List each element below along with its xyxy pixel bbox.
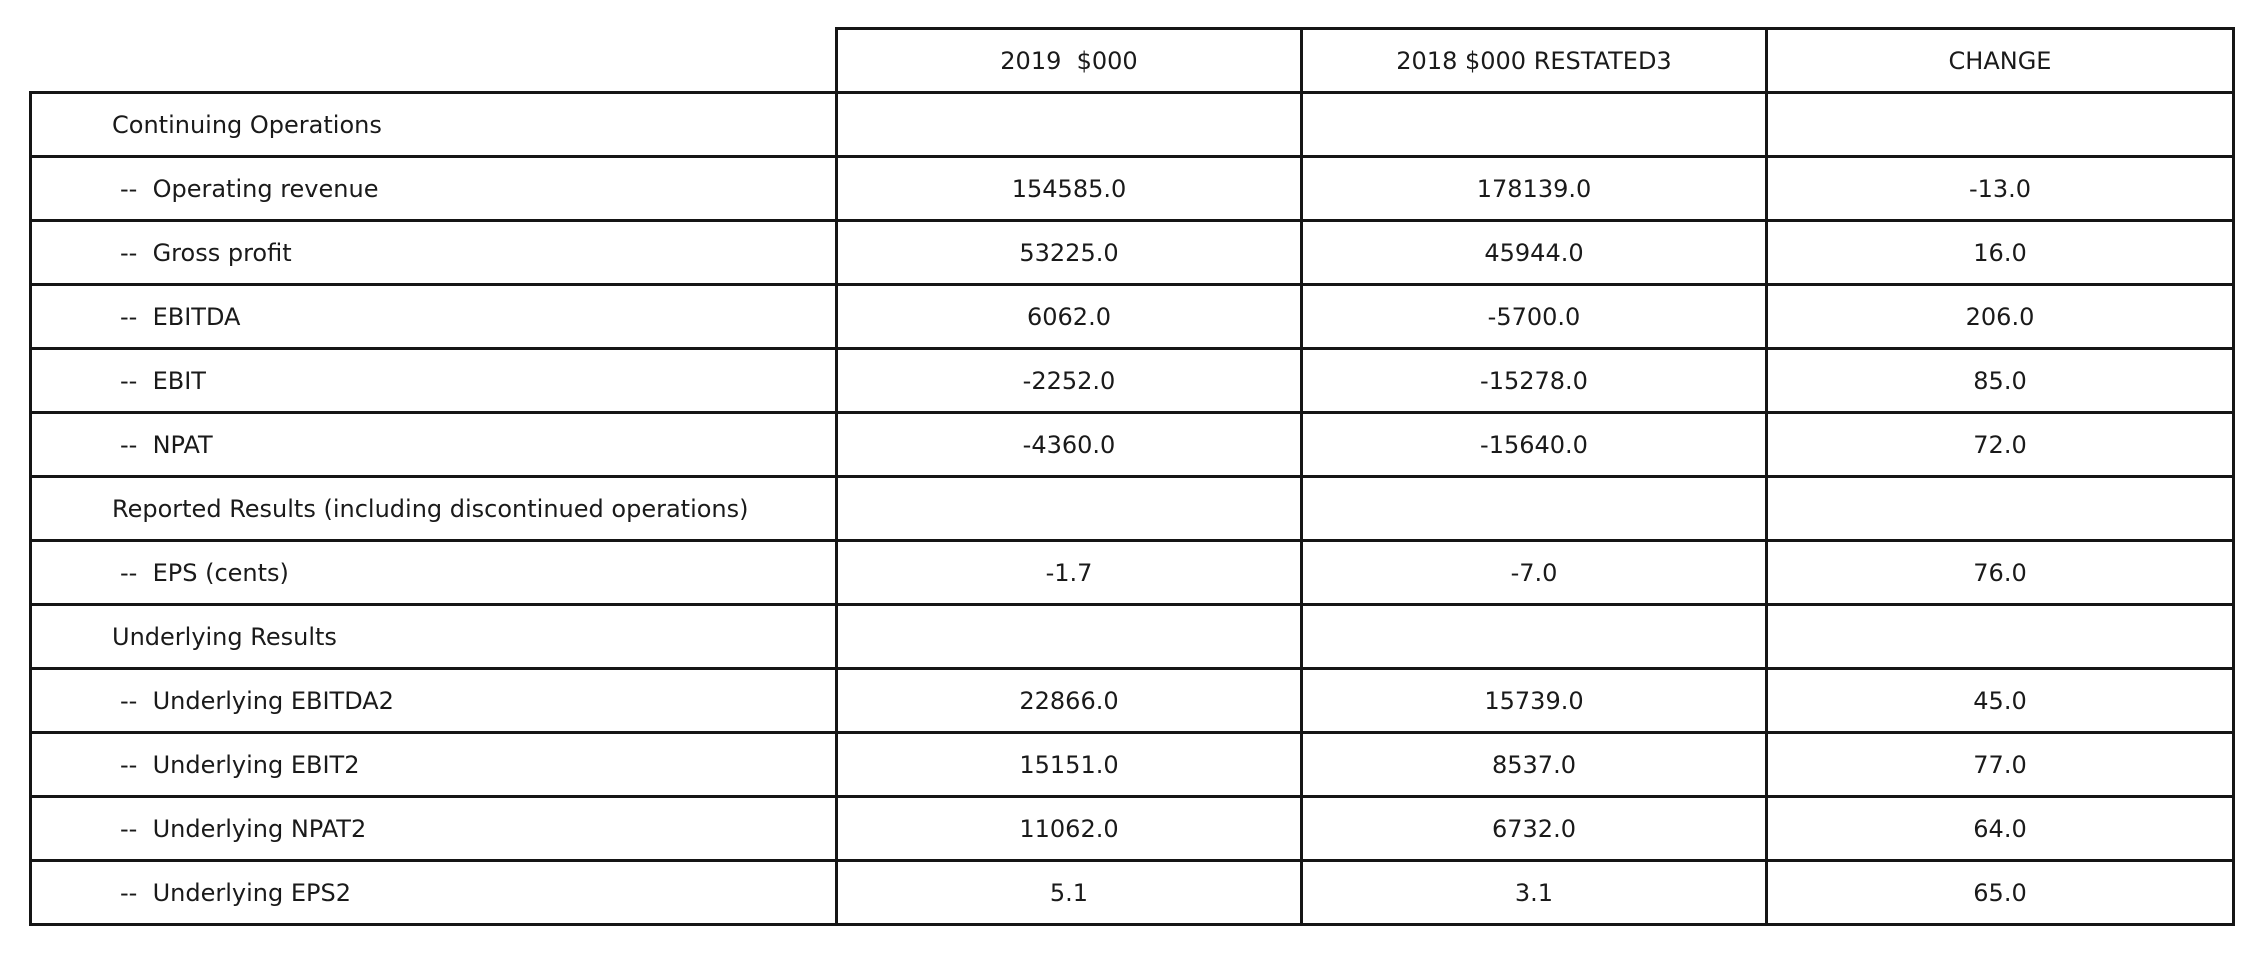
value-2019-cell: 53225.0 (835, 219, 1303, 286)
financial-results-table: 2019 $000 2018 $000 RESTATED3 CHANGE Con… (29, 27, 2235, 926)
value-2018-cell: 178139.0 (1300, 155, 1768, 222)
row-label: -- EBITDA (29, 283, 838, 350)
section-row: Underlying Results (29, 603, 2235, 670)
table-body: Continuing Operations -- Operating revenu… (29, 91, 2235, 926)
value-2019-cell (835, 603, 1303, 670)
value-change-cell (1765, 603, 2235, 670)
value-2019-cell: -2252.0 (835, 347, 1303, 414)
value-2018-cell (1300, 91, 1768, 158)
row-label: -- Underlying EPS2 (29, 859, 838, 926)
column-header-2019: 2019 $000 (835, 27, 1303, 94)
row-label: -- EPS (cents) (29, 539, 838, 606)
value-2018-cell: 8537.0 (1300, 731, 1768, 798)
row-label: -- Gross profit (29, 219, 838, 286)
value-2018-cell (1300, 475, 1768, 542)
value-change-cell: 65.0 (1765, 859, 2235, 926)
table-row: -- Underlying EPS2 5.1 3.1 65.0 (29, 859, 2235, 926)
value-change-cell: 206.0 (1765, 283, 2235, 350)
row-label: -- Underlying NPAT2 (29, 795, 838, 862)
value-2019-cell (835, 91, 1303, 158)
value-2018-cell: 15739.0 (1300, 667, 1768, 734)
value-2019-cell: 154585.0 (835, 155, 1303, 222)
value-change-cell: 64.0 (1765, 795, 2235, 862)
table-row: -- Underlying EBIT2 15151.0 8537.0 77.0 (29, 731, 2235, 798)
table-row: -- EBIT -2252.0 -15278.0 85.0 (29, 347, 2235, 414)
value-change-cell: -13.0 (1765, 155, 2235, 222)
table-row: -- NPAT -4360.0 -15640.0 72.0 (29, 411, 2235, 478)
header-row: 2019 $000 2018 $000 RESTATED3 CHANGE (30, 27, 2235, 94)
value-change-cell: 85.0 (1765, 347, 2235, 414)
section-row: Reported Results (including discontinued… (29, 475, 2235, 542)
value-2018-cell: 45944.0 (1300, 219, 1768, 286)
value-change-cell: 72.0 (1765, 411, 2235, 478)
table-row: -- Operating revenue 154585.0 178139.0 -13.… (29, 155, 2235, 222)
value-change-cell (1765, 475, 2235, 542)
value-2018-cell: -15278.0 (1300, 347, 1768, 414)
header-blank-cell (30, 28, 838, 94)
value-change-cell: 77.0 (1765, 731, 2235, 798)
value-2019-cell: 5.1 (835, 859, 1303, 926)
value-2018-cell: 3.1 (1300, 859, 1768, 926)
value-2018-cell: -15640.0 (1300, 411, 1768, 478)
column-header-change: CHANGE (1765, 27, 2235, 94)
value-2019-cell: 6062.0 (835, 283, 1303, 350)
value-2018-cell (1300, 603, 1768, 670)
table-row: -- Gross profit 53225.0 45944.0 16.0 (29, 219, 2235, 286)
value-2018-cell: -7.0 (1300, 539, 1768, 606)
row-label: -- NPAT (29, 411, 838, 478)
section-row: Continuing Operations (29, 91, 2235, 158)
value-change-cell: 76.0 (1765, 539, 2235, 606)
table-row: -- EBITDA 6062.0 -5700.0 206.0 (29, 283, 2235, 350)
section-label: Reported Results (including discontinued… (29, 475, 838, 542)
value-change-cell: 45.0 (1765, 667, 2235, 734)
row-label: -- Operating revenue (29, 155, 838, 222)
value-2019-cell: -1.7 (835, 539, 1303, 606)
value-2018-cell: 6732.0 (1300, 795, 1768, 862)
value-2019-cell (835, 475, 1303, 542)
table-row: -- EPS (cents) -1.7 -7.0 76.0 (29, 539, 2235, 606)
row-label: -- EBIT (29, 347, 838, 414)
row-label: -- Underlying EBITDA2 (29, 667, 838, 734)
value-change-cell: 16.0 (1765, 219, 2235, 286)
value-2019-cell: -4360.0 (835, 411, 1303, 478)
value-2019-cell: 22866.0 (835, 667, 1303, 734)
section-label: Continuing Operations (29, 91, 838, 158)
value-change-cell (1765, 91, 2235, 158)
section-label: Underlying Results (29, 603, 838, 670)
column-header-2018: 2018 $000 RESTATED3 (1300, 27, 1768, 94)
value-2018-cell: -5700.0 (1300, 283, 1768, 350)
table-row: -- Underlying EBITDA2 22866.0 15739.0 45.0 (29, 667, 2235, 734)
row-label: -- Underlying EBIT2 (29, 731, 838, 798)
value-2019-cell: 15151.0 (835, 731, 1303, 798)
value-2019-cell: 11062.0 (835, 795, 1303, 862)
table-row: -- Underlying NPAT2 11062.0 6732.0 64.0 (29, 795, 2235, 862)
